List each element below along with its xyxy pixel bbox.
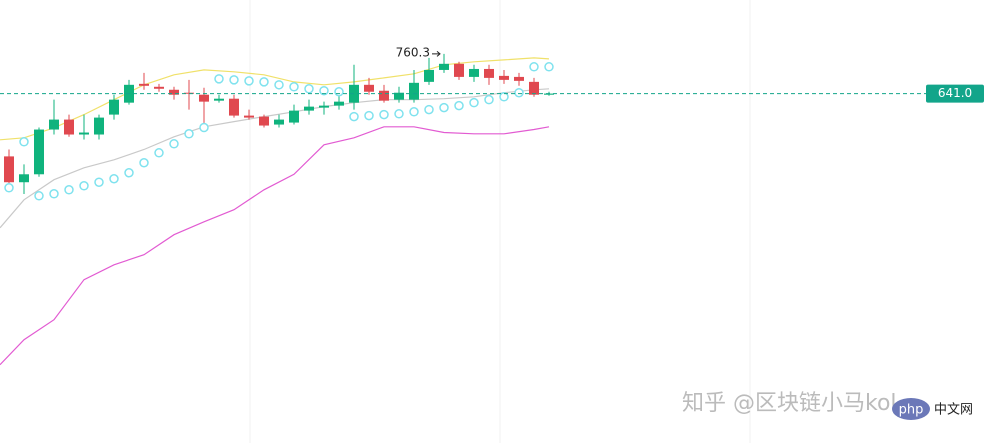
sar-dot bbox=[289, 82, 299, 92]
candle-body bbox=[499, 75, 509, 80]
price-box bbox=[926, 84, 984, 103]
candle-body bbox=[94, 117, 104, 135]
candle-body bbox=[469, 68, 479, 77]
sar-dot bbox=[349, 111, 359, 122]
sar-dot bbox=[469, 97, 479, 108]
watermark: 知乎 @区块链小马kol bbox=[682, 391, 897, 416]
high-label: 760.3 bbox=[396, 45, 430, 59]
candle-body bbox=[274, 119, 284, 125]
badge-shape bbox=[892, 398, 930, 420]
candle-body bbox=[109, 99, 119, 115]
sar-dot bbox=[64, 185, 74, 195]
candle-body bbox=[154, 86, 164, 89]
candle-body bbox=[439, 63, 449, 70]
sar-dot bbox=[274, 80, 284, 90]
candle-body bbox=[259, 116, 269, 126]
candle-body bbox=[394, 92, 404, 100]
sar-dot bbox=[424, 104, 434, 115]
sar-dot bbox=[154, 148, 164, 158]
candle-body bbox=[214, 98, 224, 101]
candle-body bbox=[229, 98, 239, 116]
high-arrow bbox=[432, 50, 441, 57]
sar-dot bbox=[94, 177, 104, 187]
sar-dot bbox=[19, 137, 29, 147]
badge-text: 中文网 bbox=[934, 403, 973, 418]
sar-dot bbox=[139, 158, 149, 168]
sar-dot bbox=[454, 100, 464, 111]
sar-dot bbox=[259, 77, 269, 87]
candle-body bbox=[79, 132, 89, 135]
candle-body bbox=[454, 63, 464, 77]
sar-dot bbox=[4, 183, 14, 193]
candle-body bbox=[424, 69, 434, 82]
sar-dot bbox=[199, 122, 209, 133]
candle-body bbox=[4, 156, 14, 183]
sar-dot bbox=[514, 87, 524, 98]
candle-body bbox=[169, 89, 179, 95]
sar-dot bbox=[364, 110, 374, 121]
indicator-line bbox=[0, 57, 550, 141]
indicator-line bbox=[0, 126, 550, 366]
indicator-line bbox=[0, 88, 550, 229]
candle-body bbox=[514, 76, 524, 81]
sar-dot bbox=[484, 94, 494, 105]
candle-body bbox=[34, 129, 44, 175]
candle-body bbox=[319, 105, 329, 108]
candle-body bbox=[544, 93, 554, 95]
sar-dot bbox=[544, 62, 554, 72]
candle-body bbox=[304, 106, 314, 111]
sar-dot bbox=[34, 191, 44, 201]
candle-body bbox=[334, 101, 344, 106]
candle-body bbox=[289, 110, 299, 123]
price-label: 641.0 bbox=[938, 86, 972, 100]
sar-dot bbox=[499, 92, 509, 102]
sar-dot bbox=[334, 86, 344, 97]
sar-dot bbox=[109, 173, 119, 184]
candle-body bbox=[529, 81, 539, 95]
sar-dot bbox=[304, 84, 314, 94]
sar-dot bbox=[214, 74, 224, 84]
candle-body bbox=[364, 84, 374, 92]
sar-dot bbox=[184, 129, 194, 139]
candle-body bbox=[64, 119, 74, 135]
sar-dot bbox=[409, 107, 419, 117]
sar-dot bbox=[49, 189, 59, 199]
badge: php bbox=[899, 403, 924, 418]
candle-body bbox=[19, 174, 29, 183]
sar-dot bbox=[244, 76, 254, 86]
sar-dot bbox=[124, 168, 134, 178]
candle-body bbox=[484, 68, 494, 78]
candle-body bbox=[199, 94, 209, 102]
candle-body bbox=[139, 83, 149, 86]
sar-dot bbox=[319, 85, 329, 96]
candle-body bbox=[244, 115, 254, 118]
sar-dot bbox=[169, 139, 179, 149]
sar-dot bbox=[229, 75, 239, 85]
sar-dot bbox=[529, 62, 539, 72]
candle-body bbox=[49, 119, 59, 130]
candle-body bbox=[379, 90, 389, 101]
candle-body bbox=[409, 82, 419, 100]
sar-dot bbox=[79, 181, 89, 191]
sar-dot bbox=[394, 109, 404, 119]
sar-dot bbox=[379, 109, 389, 120]
sar-dot bbox=[439, 102, 449, 113]
